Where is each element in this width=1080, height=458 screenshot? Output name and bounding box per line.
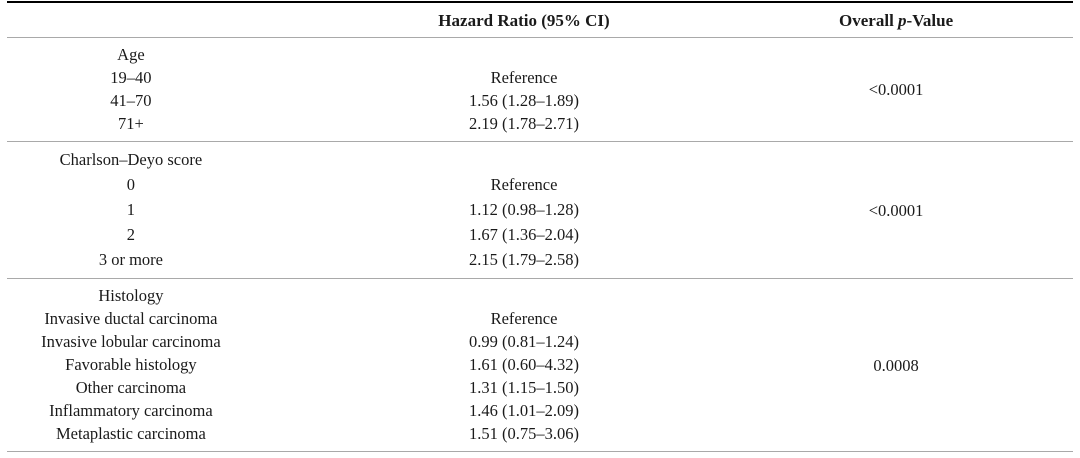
hazard-ratio-value (295, 142, 753, 173)
p-value: <0.0001 (868, 80, 924, 99)
row-label: Metaplastic carcinoma (56, 424, 206, 443)
table-row: 41–70 1.56 (1.28–1.89) (7, 89, 1073, 112)
p-value: <0.0001 (868, 200, 924, 220)
section-label: Charlson–Deyo score (59, 150, 203, 169)
hazard-ratio-value: 1.31 (1.15–1.50) (469, 378, 579, 397)
section-age: Age <0.0001 19–40 Reference 41–70 1.56 (1.28–… (7, 37, 1073, 142)
row-label: Other carcinoma (75, 378, 187, 397)
table-row: Metaplastic carcinoma 1.51 (0.75–3.06) (7, 422, 1073, 452)
row-label: 19–40 (110, 68, 152, 87)
hazard-ratio-value (295, 38, 753, 67)
header-p-value-prefix: Overall (839, 11, 899, 30)
section-label: Histology (98, 286, 164, 305)
hazard-ratio-value: 1.67 (1.36–2.04) (469, 225, 579, 244)
hazard-ratio-value (295, 279, 753, 308)
hazard-ratio-value: Reference (490, 68, 558, 87)
section-label: Age (117, 45, 145, 64)
table-row: 1 1.12 (0.98–1.28) (7, 197, 1073, 222)
row-label: 1 (126, 200, 136, 219)
row-label: Inflammatory carcinoma (49, 401, 213, 420)
table-row: Inflammatory carcinoma 1.46 (1.01–2.09) (7, 399, 1073, 422)
header-hazard-ratio: Hazard Ratio (95% CI) (294, 2, 754, 38)
hazard-ratio-value: 1.51 (0.75–3.06) (469, 424, 579, 443)
table-row: Other carcinoma 1.31 (1.15–1.50) (7, 376, 1073, 399)
table-row: Favorable histology 1.61 (0.60–4.32) (7, 353, 1073, 376)
table-row: Charlson–Deyo score <0.0001 (7, 142, 1073, 220)
table-row: Invasive lobular carcinoma 0.99 (0.81–1.2… (7, 330, 1073, 353)
hazard-ratio-value: 0.99 (0.81–1.24) (469, 332, 579, 351)
hazard-ratio-value: Reference (490, 175, 558, 194)
hazard-ratio-value: 2.15 (1.79–2.58) (469, 250, 579, 269)
table-header: Hazard Ratio (95% CI) Overall p-Value (7, 2, 1073, 38)
section-histology: Histology 0.0008 Invasive ductal carcinoma… (7, 278, 1073, 452)
row-label: 0 (126, 175, 136, 194)
table-row: Histology 0.0008 (7, 279, 1073, 375)
table-row: 0 Reference (7, 172, 1073, 197)
hazard-ratio-value: 2.19 (1.78–2.71) (469, 114, 579, 133)
row-label: Invasive lobular carcinoma (41, 332, 221, 351)
section-charlson-deyo-score: Charlson–Deyo score <0.0001 0 Reference 1 1.1… (7, 141, 1073, 279)
hazard-ratio-value: 1.12 (0.98–1.28) (469, 200, 579, 219)
hazard-ratio-table: Hazard Ratio (95% CI) Overall p-Value Ag… (7, 1, 1073, 452)
hazard-ratio-value: 1.61 (0.60–4.32) (469, 355, 579, 374)
hazard-ratio-value: 1.46 (1.01–2.09) (469, 401, 579, 420)
header-p-value-suffix: -Value (906, 11, 954, 30)
table-row: Age <0.0001 (7, 38, 1073, 99)
row-label: Invasive ductal carcinoma (44, 309, 218, 328)
table-row: Invasive ductal carcinoma Reference (7, 307, 1073, 330)
table-row: 19–40 Reference (7, 66, 1073, 89)
row-label: Favorable histology (65, 355, 197, 374)
table-row: 3 or more 2.15 (1.79–2.58) (7, 247, 1073, 279)
hazard-ratio-value: Reference (490, 309, 558, 328)
header-stub-cell (7, 2, 295, 38)
hazard-ratio-value: 1.56 (1.28–1.89) (469, 91, 579, 110)
table-row: 2 1.67 (1.36–2.04) (7, 222, 1073, 247)
header-p-value: Overall p-Value (753, 2, 1073, 38)
header-row: Hazard Ratio (95% CI) Overall p-Value (7, 2, 1073, 38)
p-value: 0.0008 (873, 355, 919, 375)
row-label: 2 (126, 225, 136, 244)
row-label: 3 or more (98, 250, 163, 269)
table-row: 71+ 2.19 (1.78–2.71) (7, 112, 1073, 142)
row-label: 41–70 (110, 91, 152, 110)
row-label: 71+ (118, 114, 144, 133)
header-p-value-italic: p (898, 11, 907, 30)
